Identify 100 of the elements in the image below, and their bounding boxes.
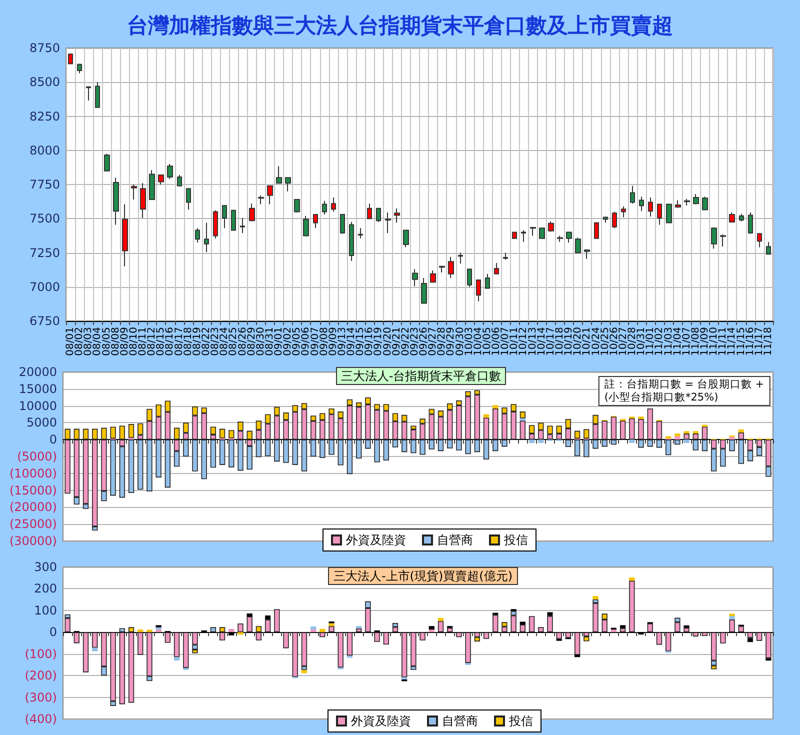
x-tick-label: 10/12 (518, 327, 530, 356)
bar (320, 632, 326, 638)
bar (310, 626, 316, 630)
bar (674, 440, 680, 445)
bar (738, 429, 744, 432)
candlestick (521, 230, 526, 242)
bar (428, 626, 434, 630)
candlestick (258, 194, 264, 205)
candlestick (448, 256, 454, 279)
y-tick-label: (200) (24, 668, 57, 683)
bar (428, 630, 434, 632)
x-tick-label: 10/13 (527, 327, 538, 356)
legend-label: 外資及陸資 (351, 714, 411, 728)
candlestick (494, 262, 499, 274)
candlestick (729, 212, 735, 223)
candlestick (421, 278, 427, 304)
candlestick (711, 227, 717, 250)
candlestick (557, 235, 563, 242)
bar (520, 624, 526, 632)
candlestick (503, 252, 508, 260)
candlestick (594, 222, 599, 239)
bar (456, 632, 462, 638)
candlestick (621, 206, 626, 218)
candlestick (430, 270, 436, 284)
bar (328, 626, 334, 632)
bar (684, 434, 690, 440)
bar (119, 632, 125, 704)
x-tick-label: 11/02 (654, 327, 666, 356)
candlestick (349, 222, 354, 262)
candlestick (575, 237, 581, 254)
bar (520, 412, 526, 418)
y-tick-label: 0 (49, 625, 57, 640)
y-tick-label: (100) (24, 646, 57, 661)
candlestick (140, 182, 146, 218)
bar (592, 603, 598, 632)
bar (747, 632, 754, 638)
candlestick (131, 184, 137, 200)
candlestick (485, 273, 490, 289)
bar (729, 614, 735, 616)
bar (629, 440, 635, 443)
candlestick (666, 204, 672, 224)
candlestick (77, 63, 82, 74)
x-tick-label: 09/06 (300, 327, 312, 356)
y-tick-label: 5000 (26, 416, 57, 430)
candlestick (603, 216, 608, 224)
y-tick-label: (15000) (9, 483, 57, 498)
bar (292, 632, 298, 677)
candlestick (766, 241, 771, 255)
x-tick-label: 08/08 (110, 327, 122, 356)
bar (238, 632, 244, 635)
candlestick (285, 177, 291, 192)
candlestick (267, 185, 273, 205)
x-tick-label: 10/14 (536, 327, 548, 356)
bar (301, 632, 308, 666)
x-tick-label: 11/18 (762, 327, 774, 356)
candlestick (68, 52, 73, 64)
bar (684, 628, 690, 632)
x-tick-label: 10/03 (464, 327, 475, 356)
y-tick-label: 8500 (29, 75, 60, 90)
bar (82, 632, 89, 672)
candlestick (439, 265, 445, 274)
bar (520, 622, 526, 625)
candlestick (702, 196, 708, 210)
bar (674, 622, 680, 632)
bar (674, 434, 680, 436)
candlestick (86, 86, 91, 102)
legend-label: 自營商 (437, 533, 473, 547)
candlestick (512, 232, 517, 239)
candlestick (566, 231, 572, 244)
x-tick-label: 08/30 (255, 327, 266, 356)
x-tick-label: 09/07 (310, 327, 321, 356)
x-tick-label: 10/24 (590, 327, 602, 356)
candlestick (394, 208, 400, 224)
y-tick-label: 8750 (29, 41, 60, 55)
legend-label: 投信 (508, 714, 533, 728)
y-tick-label: (20000) (9, 500, 57, 514)
bar (620, 628, 626, 632)
bar (246, 616, 252, 632)
x-tick-label: 08/26 (237, 327, 248, 356)
x-tick-label: 08/18 (182, 327, 194, 356)
candlestick (95, 82, 100, 108)
candlestick (639, 196, 644, 212)
bar (620, 420, 626, 440)
x-tick-label: 08/05 (101, 327, 112, 356)
candlestick (222, 204, 227, 229)
y-tick-label: 0 (49, 432, 57, 447)
bar (666, 436, 672, 439)
bar (756, 632, 762, 641)
y-tick-label: 20000 (18, 365, 57, 379)
candlestick (167, 164, 173, 180)
bar (74, 632, 80, 644)
candlestick (195, 228, 200, 244)
candlestick (358, 228, 363, 239)
x-tick-label: 10/04 (472, 327, 484, 356)
x-tick-label: 09/29 (446, 327, 457, 356)
y-tick-label: (5000) (17, 450, 57, 464)
x-tick-label: 10/05 (482, 327, 493, 356)
bar (164, 632, 170, 643)
bar (438, 621, 444, 632)
bar (692, 632, 698, 636)
